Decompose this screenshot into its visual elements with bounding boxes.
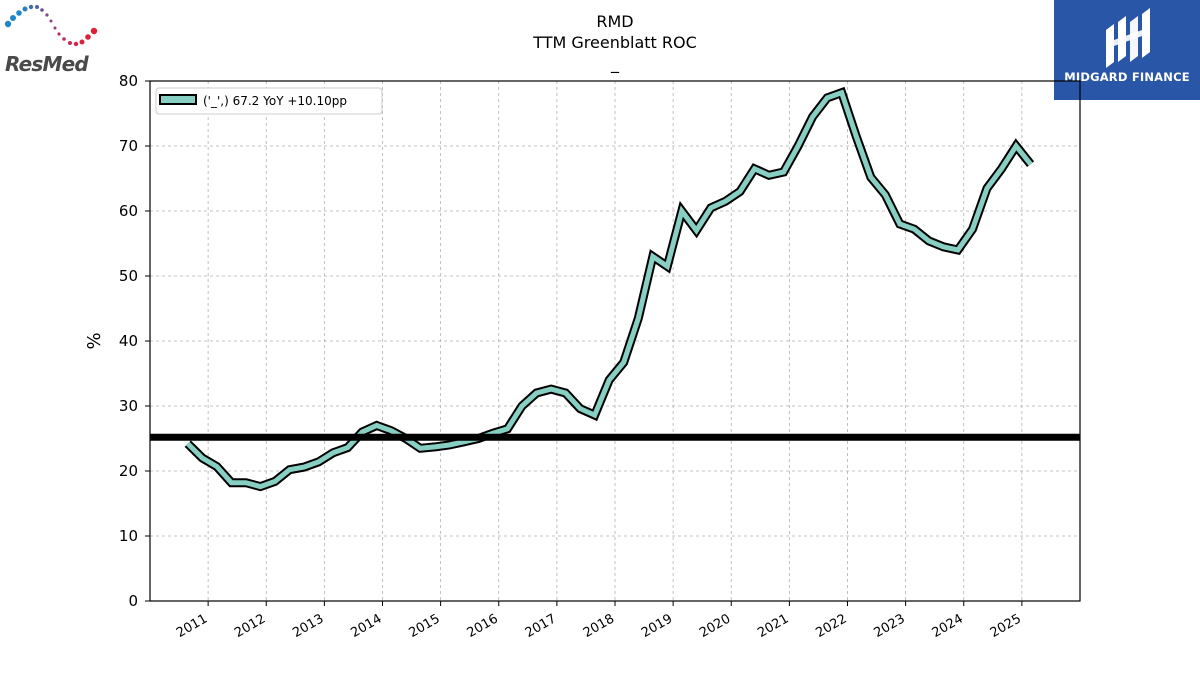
midgard-wordmark: MIDGARD FINANCE [1064, 70, 1190, 84]
x-tick-label: 2018 [581, 611, 617, 641]
resmed-wordmark: ResMed [5, 52, 89, 76]
y-tick-label: 80 [119, 72, 138, 90]
y-axis: 0 10 20 30 40 50 60 70 80 [119, 72, 150, 610]
x-tick-label: 2017 [523, 611, 559, 641]
logo-dot [16, 10, 22, 16]
x-tick-label: 2013 [290, 611, 326, 641]
resmed-wave-icon [4, 4, 98, 47]
y-tick-label: 0 [128, 592, 138, 610]
legend-box [155, 87, 383, 115]
logo-dot [35, 5, 39, 9]
x-tick-label: 2023 [871, 611, 907, 641]
logo-dot [90, 27, 98, 35]
x-tick-label: 2016 [465, 611, 501, 641]
x-tick-label: 2021 [755, 611, 791, 641]
y-tick-label: 60 [119, 202, 138, 220]
y-tick-label: 70 [119, 137, 138, 155]
x-tick-label: 2020 [697, 611, 733, 641]
logo-dot [68, 41, 72, 45]
logo-dot [49, 19, 53, 23]
logo-dot [28, 4, 34, 10]
x-tick-label: 2012 [232, 611, 268, 641]
resmed-logo: ResMed [0, 0, 110, 80]
logo-dot [10, 15, 16, 21]
series-line [186, 89, 1033, 490]
y-tick-label: 50 [119, 267, 138, 285]
chart-subtitle-2: _ [610, 54, 620, 74]
logo-dot [40, 8, 44, 12]
chart-subtitle: TTM Greenblatt ROC [532, 33, 697, 52]
legend: ('_',) 67.2 YoY +10.10pp [155, 87, 383, 115]
series-line-outline [184, 86, 1035, 492]
x-tick-label: 2011 [174, 611, 210, 641]
x-tick-label: 2015 [406, 611, 442, 641]
chart-title: RMD [596, 12, 633, 31]
logo-dot [22, 6, 28, 12]
grid [150, 80, 1080, 602]
y-axis-label: % [84, 332, 105, 349]
plot-frame [149, 80, 1081, 602]
logo-dot [73, 41, 79, 47]
y-tick-label: 40 [119, 332, 138, 350]
x-tick-label: 2019 [639, 611, 675, 641]
y-tick-label: 10 [119, 527, 138, 545]
x-tick-label: 2025 [988, 611, 1024, 641]
logo-dot [53, 26, 57, 30]
logo-dot [62, 37, 66, 41]
logo-dot [4, 20, 12, 28]
midgard-finance-logo: MIDGARD FINANCE [1054, 0, 1200, 100]
legend-label: ('_',) 67.2 YoY +10.10pp [203, 94, 347, 108]
x-tick-label: 2014 [348, 611, 384, 641]
logo-dot [57, 32, 61, 36]
midgard-emblem-icon [1106, 8, 1150, 68]
logo-dot [85, 34, 91, 40]
x-tick-label: 2022 [813, 611, 849, 641]
legend-swatch [159, 94, 197, 105]
x-tick-label: 2024 [930, 611, 966, 641]
x-axis: 2011 2012 2013 2014 2015 2016 2017 2018 2019 2020… [174, 601, 1024, 641]
logo-dot [45, 13, 49, 17]
y-tick-label: 30 [119, 397, 138, 415]
series-layer [184, 86, 1035, 492]
y-tick-label: 20 [119, 462, 138, 480]
logo-dot [79, 39, 85, 45]
